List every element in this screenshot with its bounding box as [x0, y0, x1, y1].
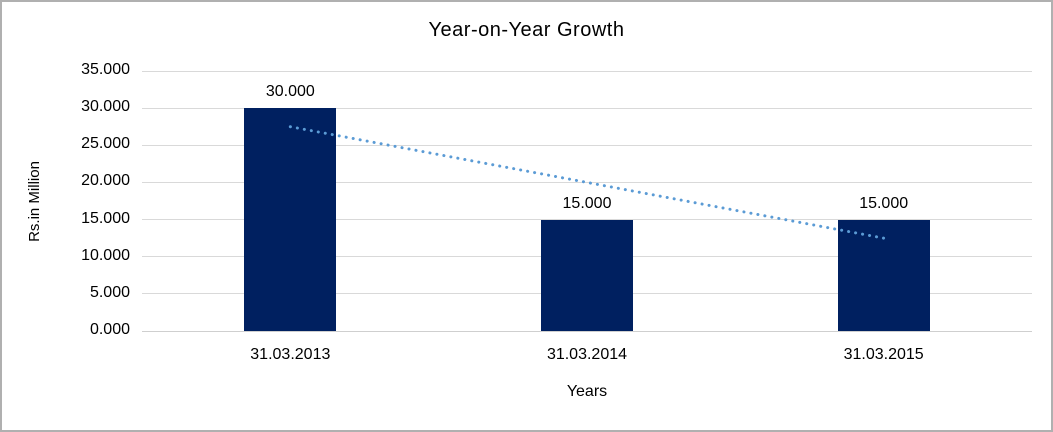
y-axis-tick-label: 10.000 — [81, 246, 130, 264]
plot-area — [142, 70, 1032, 332]
bar-data-label: 15.000 — [562, 194, 612, 212]
gridline — [142, 144, 1032, 146]
y-axis-tick-label: 30.000 — [81, 98, 130, 116]
gridline — [142, 107, 1032, 109]
y-axis-tick-label: 35.000 — [81, 61, 130, 78]
chart-title: Year-on-Year Growth — [428, 19, 625, 41]
gridline — [142, 70, 1032, 72]
gridline — [142, 219, 1032, 221]
trendline — [288, 125, 886, 240]
gridline — [142, 181, 1032, 183]
bar-31.03.2013 — [244, 108, 337, 331]
y-axis-tick-label: 20.000 — [81, 172, 130, 190]
trendline-dotted-line — [288, 125, 886, 240]
y-axis-tick-label: 25.000 — [81, 135, 130, 153]
x-axis-category-label: 31.03.2014 — [546, 346, 628, 363]
x-axis-title: Years — [566, 383, 608, 400]
bar-data-label: 30.000 — [265, 83, 315, 101]
y-axis-tick-label: 15.000 — [81, 209, 130, 227]
x-axis-category-label: 31.03.2015 — [843, 346, 924, 363]
x-axis-line — [142, 330, 1032, 332]
y-axis-tick-label: 0.000 — [89, 321, 130, 338]
x-axis-category-label: 31.03.2013 — [250, 346, 331, 363]
bar-31.03.2014 — [541, 219, 633, 331]
y-axis-tick-label: 5.000 — [89, 283, 130, 301]
bar-data-label: 15.000 — [859, 194, 909, 212]
